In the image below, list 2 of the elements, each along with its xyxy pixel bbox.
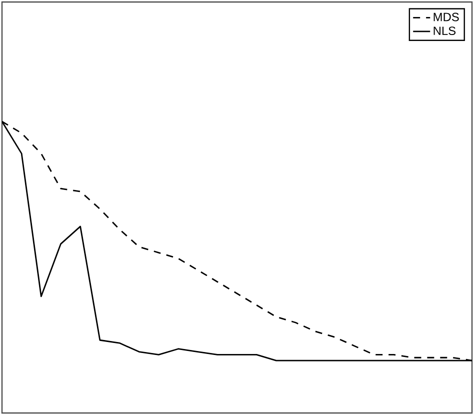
legend-label: MDS [434, 12, 459, 22]
legend-label: NLS [434, 26, 456, 36]
